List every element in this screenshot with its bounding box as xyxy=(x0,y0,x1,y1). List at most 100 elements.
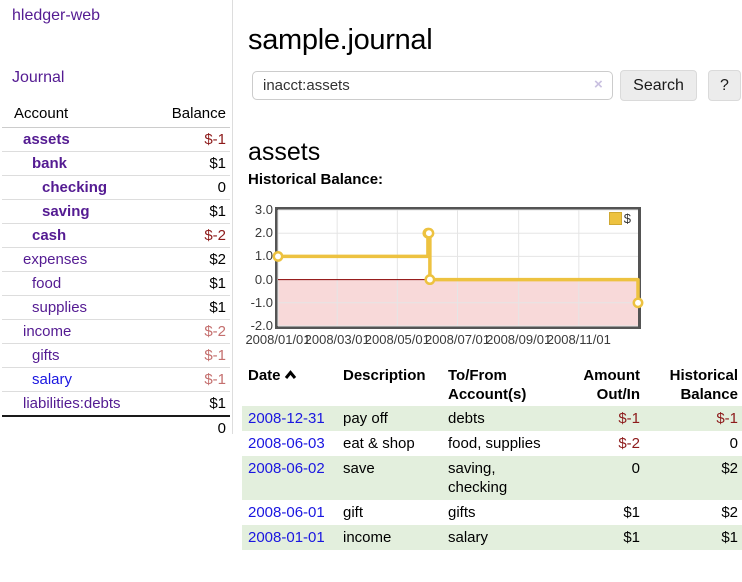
chart-data-point-marker xyxy=(424,274,436,286)
sidebar-account-link[interactable]: salary xyxy=(32,371,73,388)
chart-canvas xyxy=(272,209,644,327)
register-header-description: Description xyxy=(343,367,426,384)
chart-data-point-marker xyxy=(632,297,644,309)
sidebar-account-link[interactable]: assets xyxy=(23,131,70,148)
account-balance: $1 xyxy=(153,199,230,224)
register-amount: $-1 xyxy=(618,410,640,427)
accounts-tbody: assets $-1 bank $1 checking 0 saving $1 cash $-2 e… xyxy=(2,127,230,417)
register-description: gift xyxy=(343,504,364,521)
chart-data-point-marker xyxy=(423,227,435,239)
chart-y-axis-label: 1.0 xyxy=(254,248,273,264)
sidebar-item-journal[interactable]: Journal xyxy=(12,69,65,86)
clear-search-icon[interactable]: × xyxy=(594,76,603,93)
help-button[interactable]: ? xyxy=(708,70,741,101)
search-input[interactable] xyxy=(252,71,613,100)
account-row: salary $-1 xyxy=(2,367,230,392)
chart-y-axis-label: 3.0 xyxy=(254,202,273,217)
sidebar-account-link[interactable]: income xyxy=(23,323,72,340)
account-balance: $-2 xyxy=(153,319,230,344)
register-date-cell: 2008-12-31 xyxy=(242,406,339,431)
account-row: income $-2 xyxy=(2,319,230,344)
account-name-cell: expenses xyxy=(2,247,154,272)
sidebar-account-link[interactable]: supplies xyxy=(32,299,88,316)
register-accounts: food, supplies xyxy=(448,435,541,452)
register-amount: 0 xyxy=(631,460,640,477)
register-row: 2008-12-31 pay off debts $-1 $-1 xyxy=(242,406,742,431)
register-header-date[interactable]: Date xyxy=(242,364,339,406)
chart-x-axis-label: 2008/01/01 xyxy=(245,332,311,347)
register-date-cell: 2008-06-03 xyxy=(242,431,339,456)
account-balance: 0 xyxy=(153,175,230,200)
sidebar-account-link[interactable]: bank xyxy=(32,155,68,172)
chart-x-axis-label: 2008/05/01 xyxy=(364,332,430,347)
chart-y-axis-label: -1.0 xyxy=(250,294,273,310)
register-amount: $1 xyxy=(623,504,640,521)
account-name-cell: income xyxy=(2,319,154,344)
register-accounts: debts xyxy=(448,410,485,427)
register-date-link[interactable]: 2008-06-01 xyxy=(248,504,325,521)
account-row: checking 0 xyxy=(2,175,230,200)
sidebar-account-link[interactable]: saving xyxy=(42,203,90,220)
page-title: sample.journal xyxy=(248,24,433,57)
app-brand-link[interactable]: hledger-web xyxy=(12,7,101,24)
register-accounts: salary xyxy=(448,529,489,546)
register-balance: $-1 xyxy=(716,410,738,427)
register-amount: $-2 xyxy=(618,435,640,452)
main-content: sample.journal × Search ? assets Histori… xyxy=(242,0,742,582)
register-amount: $1 xyxy=(623,529,640,546)
register-date-cell: 2008-06-01 xyxy=(242,500,339,525)
register-balance: $2 xyxy=(721,504,738,521)
register-date-cell: 2008-06-02 xyxy=(242,456,339,500)
sidebar-account-link[interactable]: gifts xyxy=(32,347,60,364)
account-name-cell: supplies xyxy=(2,295,154,320)
register-table: Date Description To/From Account(s) Amoun… xyxy=(242,364,742,550)
register-date-link[interactable]: 2008-01-01 xyxy=(248,529,325,546)
register-accounts: saving, checking xyxy=(448,460,508,496)
register-balance: $2 xyxy=(721,460,738,477)
register-row: 2008-06-02 save saving, checking 0 $2 xyxy=(242,456,742,500)
register-date-link[interactable]: 2008-06-02 xyxy=(248,460,325,477)
register-header-amount: Amount Out/In xyxy=(583,367,640,403)
account-balance: $-1 xyxy=(153,367,230,392)
register-date-link[interactable]: 2008-12-31 xyxy=(248,410,325,427)
sidebar-account-link[interactable]: liabilities:debts xyxy=(23,395,121,412)
register-description: pay off xyxy=(343,410,388,427)
chart-y-axis-label: 0.0 xyxy=(254,271,273,287)
sidebar-account-link[interactable]: checking xyxy=(42,179,108,196)
account-name-cell: food xyxy=(2,271,154,296)
register-header-accounts: To/From Account(s) xyxy=(448,367,527,403)
chart-x-axis-label: 2008/07/01 xyxy=(424,332,491,347)
sidebar-account-link[interactable]: expenses xyxy=(23,251,88,268)
chart-data-point-marker xyxy=(272,250,284,262)
register-description: save xyxy=(343,460,375,477)
register-header-row: Date Description To/From Account(s) Amoun… xyxy=(242,364,742,406)
accounts-table: Account Balance assets $-1 bank $1 checking 0… xyxy=(2,101,230,440)
chart-y-axis-label: 2.0 xyxy=(254,225,273,241)
account-name-cell: saving xyxy=(2,199,154,224)
chart-y-axis-label: -2.0 xyxy=(250,318,273,333)
sidebar-account-link[interactable]: food xyxy=(32,275,62,292)
chart-x-axis-label: 2008/09/01 xyxy=(486,332,552,347)
sort-ascending-icon xyxy=(284,366,297,385)
chart-x-axis-label: 2008/11/01 xyxy=(546,332,611,347)
register-header-balance: Historical Balance xyxy=(669,367,738,403)
account-row: expenses $2 xyxy=(2,247,230,272)
account-balance: $1 xyxy=(153,271,230,296)
account-row: cash $-2 xyxy=(2,223,230,248)
register-date-cell: 2008-01-01 xyxy=(242,525,339,550)
account-row: assets $-1 xyxy=(2,127,230,152)
account-row: gifts $-1 xyxy=(2,343,230,368)
accounts-total-row: 0 xyxy=(2,415,230,440)
register-description: eat & shop xyxy=(343,435,415,452)
chart-plot xyxy=(272,207,644,329)
register-balance: $1 xyxy=(721,529,738,546)
search-button[interactable]: Search xyxy=(620,70,697,101)
register-date-link[interactable]: 2008-06-03 xyxy=(248,435,325,452)
register-row: 2008-01-01 income salary $1 $1 xyxy=(242,525,742,550)
accounts-header-account: Account xyxy=(2,101,154,128)
register-accounts: gifts xyxy=(448,504,476,521)
accounts-total-value: 0 xyxy=(2,415,230,440)
account-heading: assets xyxy=(248,137,321,166)
sidebar: hledger-web Journal Account Balance asse… xyxy=(0,0,233,440)
sidebar-account-link[interactable]: cash xyxy=(32,227,67,244)
